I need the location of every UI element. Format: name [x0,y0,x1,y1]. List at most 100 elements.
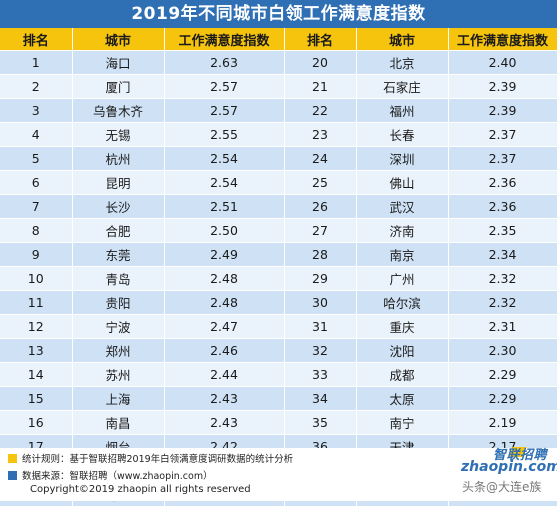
satisfaction-table: 排名 城市 工作满意度指数 排名 城市 工作满意度指数 1 海口 2.63 20 北京 2.40 2 厦… [0,28,557,507]
city-cell: 无锡 [72,122,165,147]
score-cell: 2.44 [164,362,285,387]
table-row: 14 苏州 2.44 33 成都 2.29 [0,362,557,387]
table-row: 10 青岛 2.48 29 广州 2.32 [0,266,557,291]
score-cell: 2.37 [448,122,557,147]
table-row: 7 长沙 2.51 26 武汉 2.36 [0,194,557,219]
zhaopin-logo: 智联招聘 zhaopin.com [461,444,557,478]
logo-en-text: zhaopin.com [461,459,557,475]
score-cell: 2.51 [164,194,285,219]
blue-square-icon [8,470,17,480]
rank-cell: 10 [0,266,73,291]
city-cell: 深圳 [356,146,449,171]
rank-cell: 11 [0,290,73,315]
city-cell: 太原 [356,386,449,411]
score-cell: 2.29 [448,362,557,387]
score-cell: 2.32 [448,290,557,315]
header-rank-2: 排名 [284,28,357,51]
score-cell: 2.46 [164,338,285,363]
city-cell: 沈阳 [356,338,449,363]
rank-cell: 29 [284,266,357,291]
score-cell: 2.54 [164,146,285,171]
score-cell: 2.49 [164,242,285,267]
city-cell: 成都 [356,362,449,387]
rank-cell: 34 [284,386,357,411]
table-row: 12 宁波 2.47 31 重庆 2.31 [0,314,557,339]
city-cell: 海口 [72,50,165,75]
score-cell: 2.47 [164,314,285,339]
city-cell: 石家庄 [356,74,449,99]
logo-cn-text: 智联招聘 [492,448,547,463]
score-cell: 2.32 [448,266,557,291]
score-cell: 2.63 [164,50,285,75]
city-cell: 青岛 [72,266,165,291]
score-cell: 2.55 [164,122,285,147]
watermark: 头条@大连e族 [462,480,542,494]
city-cell: 东莞 [72,242,165,267]
rank-cell: 3 [0,98,73,123]
score-cell: 2.48 [164,266,285,291]
city-cell: 南宁 [356,410,449,435]
score-cell: 2.34 [448,242,557,267]
table-row: 3 乌鲁木齐 2.57 22 福州 2.39 [0,98,557,123]
score-cell: 2.39 [448,74,557,99]
rank-cell: 1 [0,50,73,75]
header-city: 城市 [72,28,165,51]
score-cell: 2.50 [164,218,285,243]
rank-cell: 8 [0,218,73,243]
rank-cell: 31 [284,314,357,339]
rank-cell: 22 [284,98,357,123]
rank-cell: 35 [284,410,357,435]
page-title: 2019年不同城市白领工作满意度指数 [0,0,557,28]
score-cell: 2.40 [448,50,557,75]
city-cell: 武汉 [356,194,449,219]
city-cell: 重庆 [356,314,449,339]
note-source: 数据来源：智联招聘（www.zhaopin.com） [8,468,213,482]
table-row: 11 贵阳 2.48 30 哈尔滨 2.32 [0,290,557,315]
rank-cell: 28 [284,242,357,267]
score-cell: 2.57 [164,98,285,123]
rank-cell: 12 [0,314,73,339]
city-cell: 合肥 [72,218,165,243]
score-cell: 2.36 [448,194,557,219]
city-cell: 苏州 [72,362,165,387]
city-cell: 广州 [356,266,449,291]
city-cell: 北京 [356,50,449,75]
table-header-row: 排名 城市 工作满意度指数 排名 城市 工作满意度指数 [0,28,557,51]
table-row: 9 东莞 2.49 28 南京 2.34 [0,242,557,267]
rank-cell: 16 [0,410,73,435]
rank-cell: 25 [284,170,357,195]
city-cell: 长沙 [72,194,165,219]
yellow-square-icon [8,453,17,463]
city-cell: 宁波 [72,314,165,339]
table-row: 16 南昌 2.43 35 南宁 2.19 [0,410,557,435]
score-cell: 2.57 [164,74,285,99]
rank-cell: 26 [284,194,357,219]
city-cell: 郑州 [72,338,165,363]
header-rank: 排名 [0,28,73,51]
city-cell: 杭州 [72,146,165,171]
score-cell: 2.54 [164,170,285,195]
rank-cell: 21 [284,74,357,99]
rank-cell: 23 [284,122,357,147]
footnotes: 统计规则：基于智联招聘2019年白领满意度调研数据的统计分析 数据来源：智联招聘… [0,448,557,501]
rank-cell: 27 [284,218,357,243]
note-rule-text: 统计规则：基于智联招聘2019年白领满意度调研数据的统计分析 [22,454,294,465]
note-source-text: 数据来源：智联招聘（www.zhaopin.com） [22,471,213,482]
rank-cell: 20 [284,50,357,75]
city-cell: 厦门 [72,74,165,99]
rank-cell: 15 [0,386,73,411]
score-cell: 2.36 [448,170,557,195]
rank-cell: 33 [284,362,357,387]
rank-cell: 30 [284,290,357,315]
table-row: 15 上海 2.43 34 太原 2.29 [0,386,557,411]
rank-cell: 24 [284,146,357,171]
table-body: 1 海口 2.63 20 北京 2.40 2 厦门 2.57 21 石家庄 2.39 3 乌鲁木齐 2.57… [0,50,557,507]
city-cell: 福州 [356,98,449,123]
table-row: 2 厦门 2.57 21 石家庄 2.39 [0,74,557,99]
city-cell: 南昌 [72,410,165,435]
score-cell: 2.39 [448,98,557,123]
city-cell: 乌鲁木齐 [72,98,165,123]
header-index-2: 工作满意度指数 [448,28,557,51]
score-cell: 2.29 [448,386,557,411]
table-row: 8 合肥 2.50 27 济南 2.35 [0,218,557,243]
